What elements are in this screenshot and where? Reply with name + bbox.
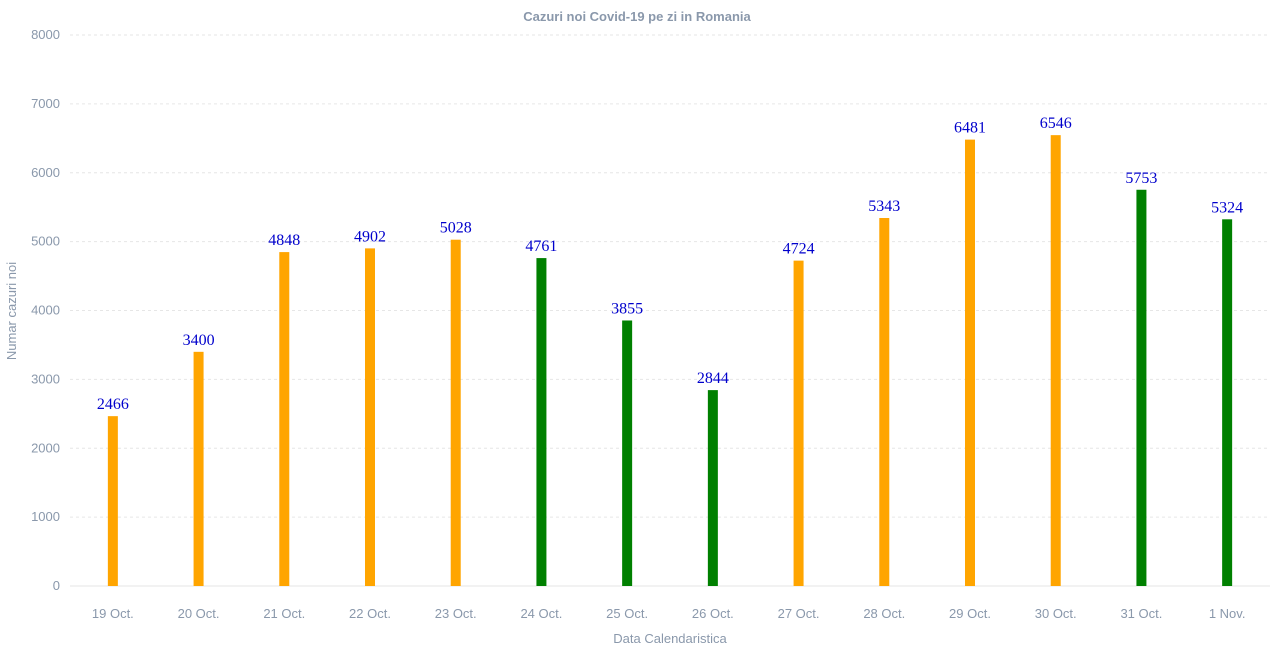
- y-tick-label: 6000: [31, 165, 60, 180]
- x-tick-label: 29 Oct.: [949, 606, 991, 621]
- data-label: 4848: [268, 232, 300, 249]
- y-tick-label: 8000: [31, 27, 60, 42]
- x-tick-label: 19 Oct.: [92, 606, 134, 621]
- data-label: 5753: [1125, 170, 1157, 187]
- data-label: 5343: [868, 198, 900, 215]
- x-tick-label: 24 Oct.: [520, 606, 562, 621]
- bar: [1136, 189, 1147, 586]
- data-label: 2844: [697, 370, 729, 387]
- bar: [965, 139, 975, 586]
- x-tick-label: 1 Nov.: [1209, 606, 1246, 621]
- x-tick-label: 23 Oct.: [435, 606, 477, 621]
- x-tick-label: 28 Oct.: [863, 606, 905, 621]
- data-label: 4761: [525, 238, 557, 255]
- data-label: 4724: [783, 241, 815, 258]
- bar: [279, 252, 290, 586]
- data-label: 2466: [97, 396, 129, 413]
- x-tick-label: 21 Oct.: [263, 606, 305, 621]
- y-tick-label: 0: [53, 578, 60, 593]
- y-tick-label: 3000: [31, 371, 60, 386]
- y-tick-label: 7000: [31, 96, 60, 111]
- bar: [793, 260, 804, 586]
- bar: [622, 320, 633, 586]
- x-tick-label: 25 Oct.: [606, 606, 648, 621]
- bar: [193, 351, 204, 586]
- data-label: 6546: [1040, 115, 1072, 132]
- x-tick-label: 26 Oct.: [692, 606, 734, 621]
- x-tick-label: 27 Oct.: [778, 606, 820, 621]
- data-label: 3855: [611, 300, 643, 317]
- x-axis: 19 Oct. 20 Oct. 21 Oct. 22 Oct. 23 Oct. 24 Oc…: [92, 606, 1246, 621]
- data-label: 6481: [954, 120, 986, 137]
- bar: [879, 218, 890, 587]
- x-axis-title: Data Calendaristica: [613, 631, 727, 646]
- bar: [1050, 135, 1061, 586]
- bar: [107, 416, 118, 586]
- data-label: 5324: [1211, 199, 1243, 216]
- x-tick-label: 31 Oct.: [1120, 606, 1162, 621]
- y-tick-label: 5000: [31, 234, 60, 249]
- data-label: 4902: [354, 228, 386, 245]
- data-labels: 2466 3400 4848 4902 5028 4761 3855 2844 4724 5343…: [97, 115, 1243, 413]
- y-tick-label: 2000: [31, 440, 60, 455]
- y-tick-label: 4000: [31, 303, 60, 318]
- x-tick-label: 30 Oct.: [1035, 606, 1077, 621]
- x-tick-label: 22 Oct.: [349, 606, 391, 621]
- bar: [1222, 219, 1233, 586]
- bar: [450, 239, 461, 586]
- bar: [536, 258, 547, 586]
- grid: [70, 34, 1270, 587]
- y-axis-title: Numar cazuri noi: [4, 262, 19, 360]
- x-tick-label: 20 Oct.: [178, 606, 220, 621]
- bar: [707, 390, 718, 586]
- y-tick-label: 1000: [31, 509, 60, 524]
- data-label: 3400: [183, 332, 215, 349]
- chart-title: Cazuri noi Covid-19 pe zi in Romania: [523, 9, 751, 24]
- bar: [365, 248, 375, 586]
- bars: [107, 135, 1233, 587]
- y-axis: 0 1000 2000 3000 4000 5000 6000 7000 8000: [31, 27, 60, 593]
- data-label: 5028: [440, 220, 472, 237]
